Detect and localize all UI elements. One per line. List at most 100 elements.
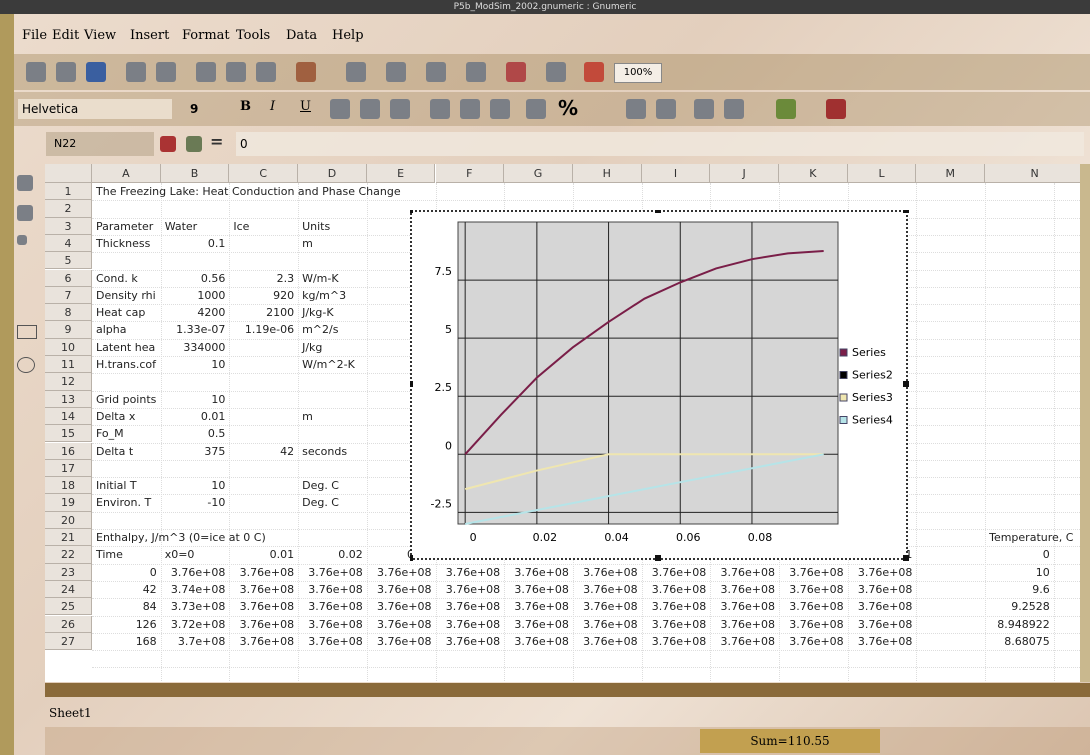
row-header[interactable]: 25 xyxy=(45,598,92,615)
cell[interactable]: Delta x xyxy=(96,408,135,425)
row-header[interactable]: 12 xyxy=(45,373,92,390)
cell[interactable]: 3.76e+08 xyxy=(229,564,294,581)
corner-header[interactable] xyxy=(45,164,92,183)
cell-reference[interactable]: N22 xyxy=(46,132,154,156)
column-header[interactable]: N xyxy=(985,164,1080,183)
font-entry[interactable]: Helvetica xyxy=(18,99,172,119)
cell[interactable]: 126 xyxy=(92,616,157,633)
cell[interactable]: Latent hea xyxy=(96,339,155,356)
horizontal-scrollbar[interactable] xyxy=(45,683,1090,697)
menu-item[interactable]: Tools xyxy=(236,28,270,43)
cell[interactable]: 3.76e+08 xyxy=(573,616,638,633)
cell[interactable]: 3.76e+08 xyxy=(367,598,432,615)
cell[interactable]: m xyxy=(302,408,313,425)
row-header[interactable]: 6 xyxy=(45,270,92,287)
row-header[interactable]: 21 xyxy=(45,529,92,546)
row-header[interactable]: 24 xyxy=(45,581,92,598)
cell[interactable]: Enthalpy, J/m^3 (0=ice at 0 C) xyxy=(96,529,266,546)
percent-button[interactable]: % xyxy=(558,96,578,120)
zoom-entry[interactable]: 100% xyxy=(614,63,662,83)
cell[interactable]: 3.73e+08 xyxy=(161,598,226,615)
sheet-tab[interactable]: Sheet1 xyxy=(45,701,109,725)
row-header[interactable]: 16 xyxy=(45,443,92,460)
cell[interactable]: 3.76e+08 xyxy=(642,581,707,598)
cell[interactable]: 3.76e+08 xyxy=(367,633,432,650)
cell[interactable]: 3.76e+08 xyxy=(298,581,363,598)
menu-item[interactable]: View xyxy=(84,28,116,43)
size-entry[interactable]: 9 xyxy=(190,99,216,119)
row-header[interactable]: 15 xyxy=(45,425,92,442)
cell[interactable]: The Freezing Lake: Heat Conduction and P… xyxy=(96,183,401,200)
cell[interactable]: 3.76e+08 xyxy=(779,564,844,581)
cell[interactable]: alpha xyxy=(96,321,127,338)
cell[interactable]: 3.72e+08 xyxy=(161,616,226,633)
cell[interactable]: -10 xyxy=(161,494,226,511)
cell[interactable]: H.trans.cof xyxy=(96,356,156,373)
cell[interactable]: kg/m^3 xyxy=(302,287,346,304)
cell[interactable]: m^2/s xyxy=(302,321,338,338)
row-header[interactable]: 11 xyxy=(45,356,92,373)
cell[interactable]: 0 xyxy=(92,564,157,581)
cell[interactable]: 3.76e+08 xyxy=(710,633,775,650)
cell[interactable]: 3.76e+08 xyxy=(504,564,569,581)
cell[interactable]: Units xyxy=(302,218,330,235)
column-header[interactable]: M xyxy=(916,164,985,183)
cell[interactable]: 3.76e+08 xyxy=(779,581,844,598)
column-header[interactable]: K xyxy=(779,164,848,183)
cell[interactable]: 3.76e+08 xyxy=(710,598,775,615)
menu-item[interactable]: Help xyxy=(332,28,364,43)
row-header[interactable]: 1 xyxy=(45,183,92,200)
cell[interactable]: J/kg-K xyxy=(302,304,334,321)
cell[interactable]: 3.76e+08 xyxy=(229,598,294,615)
bold-button[interactable]: B xyxy=(240,99,251,114)
cell[interactable]: Deg. C xyxy=(302,494,339,511)
cell[interactable]: 3.76e+08 xyxy=(436,616,501,633)
cell[interactable]: 375 xyxy=(161,443,226,460)
cell[interactable]: 3.76e+08 xyxy=(642,633,707,650)
cell[interactable]: 9.6 xyxy=(985,581,1050,598)
cell[interactable]: 0.5 xyxy=(161,425,226,442)
cell[interactable]: x0=0 xyxy=(165,546,195,563)
cell[interactable]: 3.76e+08 xyxy=(436,633,501,650)
cell[interactable]: Fo_M xyxy=(96,425,124,442)
cell[interactable]: Time xyxy=(96,546,123,563)
row-header[interactable]: 9 xyxy=(45,321,92,338)
cell[interactable]: 3.76e+08 xyxy=(779,616,844,633)
row-header[interactable]: 19 xyxy=(45,494,92,511)
cell[interactable]: 3.76e+08 xyxy=(436,598,501,615)
cancel-button[interactable] xyxy=(160,136,176,152)
column-header[interactable]: E xyxy=(367,164,436,183)
row-header[interactable]: 13 xyxy=(45,391,92,408)
cell[interactable]: Water xyxy=(165,218,198,235)
column-header[interactable]: A xyxy=(92,164,161,183)
cell[interactable]: 10 xyxy=(161,356,226,373)
cell[interactable]: 920 xyxy=(229,287,294,304)
cell[interactable]: 2100 xyxy=(229,304,294,321)
cell[interactable]: 84 xyxy=(92,598,157,615)
cell[interactable]: 3.76e+08 xyxy=(642,616,707,633)
cell[interactable]: 3.76e+08 xyxy=(779,598,844,615)
row-header[interactable]: 26 xyxy=(45,616,92,633)
cell[interactable]: Heat cap xyxy=(96,304,145,321)
row-header[interactable]: 18 xyxy=(45,477,92,494)
menu-item[interactable]: File xyxy=(22,28,47,43)
formula-entry[interactable]: 0 xyxy=(236,132,1084,156)
cell[interactable]: 3.76e+08 xyxy=(504,633,569,650)
cell[interactable]: 3.76e+08 xyxy=(573,633,638,650)
cell[interactable]: 3.76e+08 xyxy=(573,581,638,598)
row-header[interactable]: 5 xyxy=(45,252,92,269)
cell[interactable]: 3.76e+08 xyxy=(367,581,432,598)
cell[interactable]: 0.02 xyxy=(298,546,363,563)
cell[interactable]: 3.76e+08 xyxy=(436,564,501,581)
row-header[interactable]: 7 xyxy=(45,287,92,304)
cell[interactable]: 10 xyxy=(161,391,226,408)
column-header[interactable]: D xyxy=(298,164,367,183)
cell[interactable]: 3.76e+08 xyxy=(298,564,363,581)
menu-item[interactable]: Format xyxy=(182,28,230,43)
cell[interactable]: 3.76e+08 xyxy=(848,616,913,633)
cell[interactable]: 0.01 xyxy=(229,546,294,563)
italic-button[interactable]: I xyxy=(270,99,275,114)
cell[interactable]: 3.76e+08 xyxy=(298,616,363,633)
cell[interactable]: Cond. k xyxy=(96,270,138,287)
cell[interactable]: 3.76e+08 xyxy=(161,564,226,581)
